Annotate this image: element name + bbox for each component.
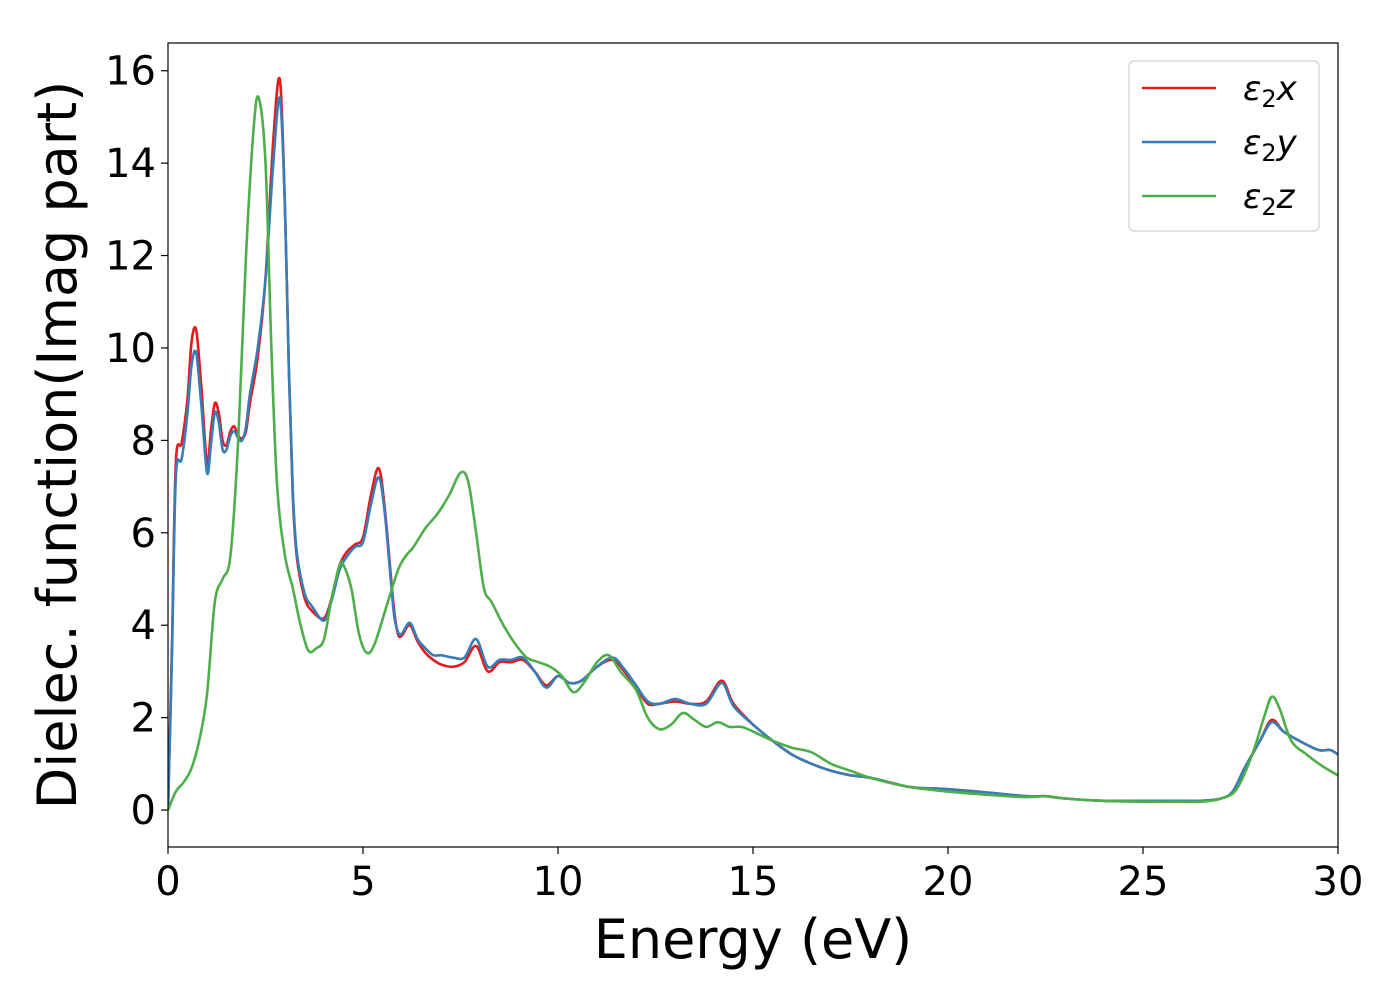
- x-tick-label: 0: [155, 859, 180, 905]
- legend-label-y: ε2y: [1243, 123, 1298, 167]
- legend-box: [1128, 60, 1320, 232]
- x-tick-label: 30: [1313, 859, 1364, 905]
- y-tick-label: 8: [131, 418, 156, 464]
- y-tick-label: 6: [131, 511, 156, 557]
- y-tick-label: 0: [131, 788, 156, 834]
- y-tick-label: 12: [105, 234, 156, 280]
- legend-label-z: ε2z: [1243, 177, 1296, 221]
- y-axis: 0 2 4 6 8 10 12 14 16: [105, 49, 168, 834]
- y-axis-title: Dielec. function(Imag part): [26, 81, 89, 810]
- y-tick-label: 10: [105, 326, 156, 372]
- y-tick-label: 16: [105, 49, 156, 95]
- legend-label-x: ε2x: [1243, 69, 1298, 113]
- legend: ε2x ε2y ε2z: [1128, 60, 1320, 232]
- x-axis: 0 5 10 15 20 25 30: [155, 847, 1363, 905]
- x-axis-title: Energy (eV): [594, 908, 913, 971]
- x-tick-label: 25: [1118, 859, 1169, 905]
- y-tick-label: 4: [131, 603, 156, 649]
- y-tick-label: 14: [105, 141, 156, 187]
- x-tick-label: 20: [923, 859, 974, 905]
- x-tick-label: 10: [533, 859, 584, 905]
- x-tick-label: 15: [728, 859, 779, 905]
- series-line-y: [168, 96, 1338, 811]
- series-line-z: [168, 95, 1338, 811]
- x-tick-label: 5: [350, 859, 375, 905]
- y-tick-label: 2: [131, 696, 156, 742]
- series-layer: [168, 76, 1338, 811]
